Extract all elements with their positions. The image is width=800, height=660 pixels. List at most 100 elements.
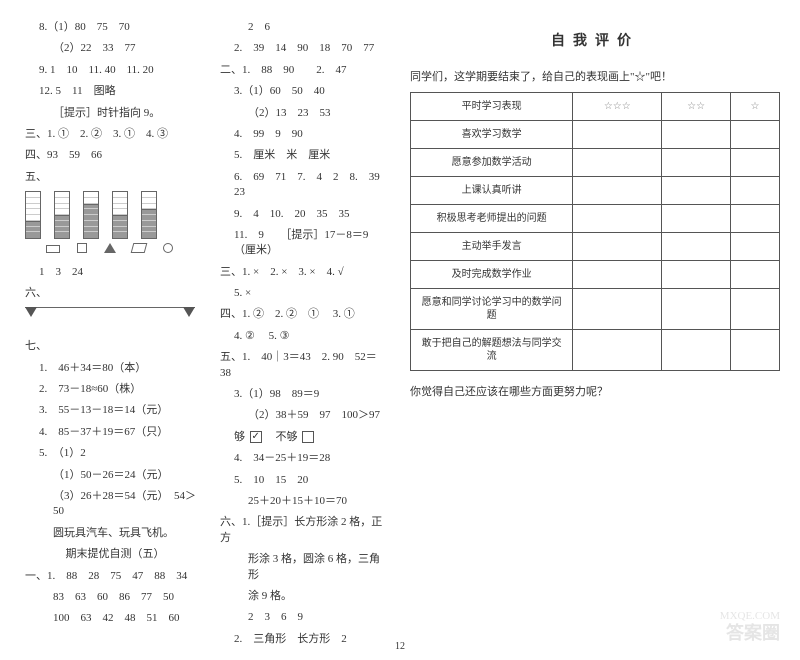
text: 11. 9 ［提示］17－8＝9（厘米） <box>234 228 385 259</box>
text: （2）22 33 77 <box>53 41 205 56</box>
evaluation-table: 平时学习表现☆☆☆☆☆☆喜欢学习数学愿意参加数学活动上课认真听讲积极思考老师提出… <box>410 92 780 371</box>
table-cell <box>662 121 731 149</box>
text: 形涂 3 格，圆涂 6 格，三角形 <box>248 552 385 583</box>
text: （1）50－26＝24（元） <box>53 468 205 483</box>
text: 4. ② 5. ③ <box>234 329 385 344</box>
text: 4. 85－37＋19＝67（只） <box>39 425 205 440</box>
table-cell <box>662 289 731 330</box>
table-cell <box>731 233 780 261</box>
label-enough: 够 <box>234 431 245 443</box>
text: ［提示］时针指向 9。 <box>53 106 205 121</box>
table-cell <box>662 177 731 205</box>
table-row-label: 喜欢学习数学 <box>411 121 573 149</box>
text: 圆玩具汽车、玩具飞机。 <box>53 526 205 541</box>
text: 2 6 <box>248 20 385 35</box>
table-row-label: 平时学习表现 <box>411 93 573 121</box>
table-cell <box>731 177 780 205</box>
text: 2. 73－18≈60（株） <box>39 382 205 397</box>
table-cell <box>573 233 662 261</box>
text: 六、1.［提示］长方形涂 2 格，正方 <box>220 515 385 546</box>
table-row-label: 及时完成数学作业 <box>411 261 573 289</box>
text: 一、1. 88 28 75 47 88 34 <box>25 569 205 584</box>
table-row-label: 愿意参加数学活动 <box>411 149 573 177</box>
rectangle-icon <box>46 245 60 253</box>
text: 3. 55－13－18＝14（元） <box>39 403 205 418</box>
text: 3.（1）60 50 40 <box>234 84 385 99</box>
table-cell <box>573 121 662 149</box>
text: 4. 34－25＋19＝28 <box>234 451 385 466</box>
text: 12. 5 11 图略 <box>39 84 205 99</box>
subtitle: 期末提优自测（五） <box>25 547 205 562</box>
table-cell <box>731 121 780 149</box>
table-cell <box>731 289 780 330</box>
bar-chart <box>25 191 205 239</box>
checkbox-line: 够 ✓ 不够 <box>234 430 385 445</box>
text: （2）38＋59 97 100＞97 <box>248 408 385 423</box>
square-icon <box>77 243 87 253</box>
table-cell <box>731 261 780 289</box>
text: 83 63 60 86 77 50 <box>53 590 205 605</box>
table-cell <box>731 330 780 371</box>
text: 三、1. × 2. × 3. × 4. √ <box>220 265 385 280</box>
parallelogram-icon <box>131 243 148 253</box>
text: 5. 10 15 20 <box>234 473 385 488</box>
text: 9. 1 10 11. 40 11. 20 <box>39 63 205 78</box>
text: 4. 99 9 90 <box>234 127 385 142</box>
table-row-label: 上课认真听讲 <box>411 177 573 205</box>
circle-icon <box>163 243 173 253</box>
text: 1 3 24 <box>39 265 205 280</box>
text: 5. 厘米 米 厘米 <box>234 148 385 163</box>
table-cell <box>573 149 662 177</box>
table-cell <box>573 177 662 205</box>
star-cell: ☆☆ <box>662 93 731 121</box>
text: 2 3 6 9 <box>248 610 385 625</box>
text: 2. 三角形 长方形 2 <box>234 632 385 647</box>
text: 涂 9 格。 <box>248 589 385 604</box>
table-cell <box>731 149 780 177</box>
triangle-line <box>25 307 195 335</box>
page-number: 12 <box>395 641 405 652</box>
table-row-label: 敢于把自己的解题想法与同学交流 <box>411 330 573 371</box>
text: 3.（1）98 89＝9 <box>234 387 385 402</box>
watermark-url: MXQE.COM <box>720 610 780 622</box>
table-row-label: 愿意和同学讨论学习中的数学问题 <box>411 289 573 330</box>
bottom-text: 你觉得自己还应该在哪些方面更努力呢？ <box>410 383 780 399</box>
intro-text: 同学们，这学期要结束了，给自己的表现画上"☆"吧！ <box>410 68 780 84</box>
table-cell <box>731 205 780 233</box>
table-cell <box>662 261 731 289</box>
text: 三、1. ① 2. ② 3. ① 4. ③ <box>25 127 205 142</box>
shape-row <box>39 243 205 258</box>
text: 25＋20＋15＋10＝70 <box>248 494 385 509</box>
page-title: 自我评价 <box>410 30 780 50</box>
text: 二、1. 88 90 2. 47 <box>220 63 385 78</box>
checkbox-not-enough <box>302 431 314 443</box>
text: 8.（1）80 75 70 <box>39 20 205 35</box>
section-label: 五、 <box>25 170 205 185</box>
watermark: 答案圈 <box>726 619 780 645</box>
table-row-label: 积极思考老师提出的问题 <box>411 205 573 233</box>
text: （3）26＋28＝54（元） 54＞50 <box>53 489 205 520</box>
table-cell <box>662 330 731 371</box>
text: 四、1. ② 2. ② ① 3. ① <box>220 307 385 322</box>
text: 2. 39 14 90 18 70 77 <box>234 41 385 56</box>
text: 9. 4 10. 20 35 35 <box>234 207 385 222</box>
text: 五、1. 40｜3＝43 2. 90 52＝38 <box>220 350 385 381</box>
star-cell: ☆ <box>731 93 780 121</box>
checkbox-enough: ✓ <box>250 431 262 443</box>
section-label: 七、 <box>25 339 205 354</box>
text: 6. 69 71 7. 4 2 8. 39 23 <box>234 170 385 201</box>
star-cell: ☆☆☆ <box>573 93 662 121</box>
text: 四、93 59 66 <box>25 148 205 163</box>
table-cell <box>573 289 662 330</box>
text: 100 63 42 48 51 60 <box>53 611 205 626</box>
text: 5. × <box>234 286 385 301</box>
table-cell <box>573 205 662 233</box>
table-cell <box>573 330 662 371</box>
table-cell <box>662 205 731 233</box>
section-label: 六、 <box>25 286 205 301</box>
table-cell <box>573 261 662 289</box>
label-not-enough: 不够 <box>276 431 298 443</box>
table-cell <box>662 149 731 177</box>
table-row-label: 主动举手发言 <box>411 233 573 261</box>
text: （2）13 23 53 <box>248 106 385 121</box>
